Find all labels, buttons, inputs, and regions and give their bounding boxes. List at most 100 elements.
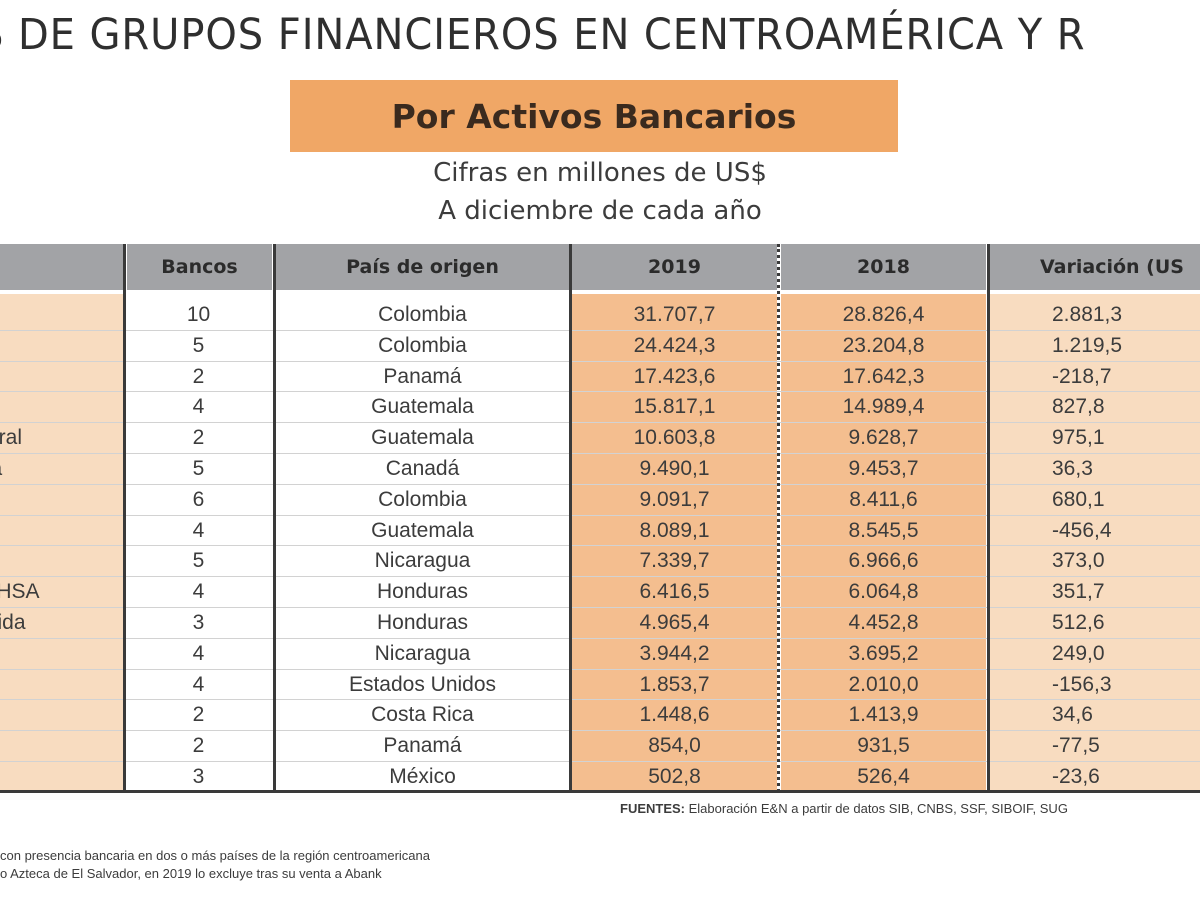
cell-2019: 9.490,1	[639, 456, 710, 480]
cell-group	[0, 300, 118, 330]
cell-variacion: 249,0	[1052, 641, 1105, 665]
cell-2019: 1.448,6	[639, 703, 710, 727]
dotted-column-divider	[777, 244, 780, 792]
table-row: tia 5 Canadá 9.490,1 9.453,7 36,3	[0, 454, 1200, 485]
cell-variacion: 2.881,3	[1052, 303, 1123, 326]
cell-bancos: 2	[192, 703, 205, 727]
cell-bancos: 10	[186, 303, 211, 326]
cell-variacion: -456,4	[1052, 518, 1112, 542]
cell-group: rural	[0, 426, 23, 450]
column-divider	[123, 244, 126, 792]
cell-group: ntida	[0, 610, 26, 634]
cell-2018: 4.452,8	[848, 610, 919, 634]
cell-variacion: 975,1	[1052, 426, 1105, 450]
column-divider	[273, 244, 276, 792]
table-row: 4 Nicaragua 3.944,2 3.695,2 249,0	[0, 639, 1200, 670]
cell-pais: Colombia	[378, 333, 467, 357]
cell-bancos: 2	[192, 364, 205, 388]
group-column-bg	[0, 294, 123, 792]
table-row: 4 Estados Unidos 1.853,7 2.010,0 -156,3	[0, 670, 1200, 701]
cell-variacion: 373,0	[1052, 549, 1105, 573]
variation-column-bg	[990, 294, 1200, 792]
cell-variacion: -77,5	[1052, 734, 1100, 758]
table-row: 5 Colombia 24.424,3 23.204,8 1.219,5	[0, 331, 1200, 362]
cell-variacion: 34,6	[1052, 703, 1093, 727]
cell-bancos: 6	[192, 487, 205, 511]
cell-group: tia	[0, 454, 118, 484]
cell-bancos: 4	[192, 672, 205, 696]
table-row: ' 2 Costa Rica 1.448,6 1.413,9 34,6	[0, 700, 1200, 732]
cell-pais: Honduras	[376, 580, 469, 604]
cell-variacion: 680,1	[1052, 487, 1105, 511]
cell-2019: 3.944,2	[639, 641, 710, 665]
cell-variacion: 512,6	[1052, 610, 1105, 634]
cell-2018: 526,4	[857, 764, 910, 788]
cell-2018: 6.966,6	[848, 549, 919, 573]
cell-2019: 15.817,1	[633, 395, 716, 419]
table-row: OHSA 4 Honduras 6.416,5 6.064,8 351,7	[0, 577, 1200, 608]
sources-text: Elaboración E&N a partir de datos SIB, C…	[685, 801, 1068, 816]
cell-2019: 6.416,5	[639, 580, 710, 604]
header-2019: 2019	[572, 244, 777, 290]
table-row: 10 Colombia 31.707,7 28.826,4 2.881,3	[0, 300, 1200, 331]
cell-2018: 6.064,8	[848, 580, 919, 604]
cell-bancos: 5	[192, 549, 205, 573]
cell-2019: 31.707,7	[633, 303, 716, 326]
cell-bancos: 3	[192, 610, 205, 634]
cell-group: OHSA	[0, 580, 40, 604]
table-row: 6 Colombia 9.091,7 8.411,6 680,1	[0, 485, 1200, 516]
cell-pais: Guatemala	[371, 395, 474, 419]
section-banner: Por Activos Bancarios	[290, 80, 898, 152]
cell-2018: 931,5	[857, 734, 910, 758]
cell-variacion: 827,8	[1052, 395, 1105, 419]
cell-2018: 8.411,6	[849, 487, 918, 511]
cell-2018: 23.204,8	[842, 333, 925, 357]
cell-2019: 854,0	[648, 734, 701, 758]
cell-pais: Panamá	[383, 364, 462, 388]
table-body: 10 Colombia 31.707,7 28.826,4 2.881,3 5 …	[0, 300, 1200, 793]
cell-2019: 17.423,6	[633, 364, 716, 388]
cell-group	[0, 392, 118, 422]
table-row: ntida 3 Honduras 4.965,4 4.452,8 512,6	[0, 608, 1200, 639]
cell-bancos: 3	[192, 764, 205, 788]
cell-2019: 24.424,3	[633, 333, 716, 357]
cell-bancos: 4	[192, 580, 205, 604]
cell-group	[0, 731, 118, 761]
cell-2019: 4.965,4	[639, 610, 710, 634]
cell-group: '	[0, 700, 118, 730]
sources-line: FUENTES: Elaboración E&N a partir de dat…	[620, 801, 1068, 816]
cell-variacion: 351,7	[1052, 580, 1105, 604]
cell-variacion: 36,3	[1052, 456, 1093, 480]
table-row: 3 México 502,8 526,4 -23,6	[0, 762, 1200, 793]
header-variacion: Variación (US	[990, 244, 1200, 290]
header-group	[0, 244, 123, 290]
header-bancos: Bancos	[127, 244, 272, 290]
cell-2018: 17.642,3	[842, 364, 925, 388]
cell-pais: Nicaragua	[374, 549, 471, 573]
cell-variacion: -156,3	[1052, 672, 1112, 696]
cell-bancos: 2	[192, 734, 205, 758]
cell-pais: Panamá	[383, 734, 462, 758]
cell-group: T	[0, 516, 118, 546]
cell-2019: 10.603,8	[633, 426, 716, 450]
table-row: T 4 Guatemala 8.089,1 8.545,5 -456,4	[0, 516, 1200, 547]
col-2018-bg	[781, 294, 986, 792]
cell-bancos: 2	[192, 426, 205, 450]
cell-group	[0, 362, 118, 392]
cell-pais: Colombia	[378, 487, 467, 511]
table-row: 2 Panamá 17.423,6 17.642,3 -218,7	[0, 362, 1200, 393]
cell-pais: Guatemala	[371, 518, 474, 542]
cell-2018: 28.826,4	[842, 303, 925, 326]
table-row: 5 Nicaragua 7.339,7 6.966,6 373,0	[0, 546, 1200, 578]
subtitle-date: A diciembre de cada año	[438, 196, 762, 226]
sources-label: FUENTES:	[620, 801, 685, 816]
cell-group	[0, 485, 118, 515]
cell-group	[0, 639, 118, 669]
cell-group	[0, 762, 118, 792]
cell-bancos: 4	[192, 395, 205, 419]
table-row: 4 Guatemala 15.817,1 14.989,4 827,8	[0, 392, 1200, 424]
cell-bancos: 4	[192, 641, 205, 665]
cell-variacion: -218,7	[1052, 364, 1112, 388]
table-row: 2 Panamá 854,0 931,5 -77,5	[0, 731, 1200, 762]
header-2018: 2018	[781, 244, 986, 290]
